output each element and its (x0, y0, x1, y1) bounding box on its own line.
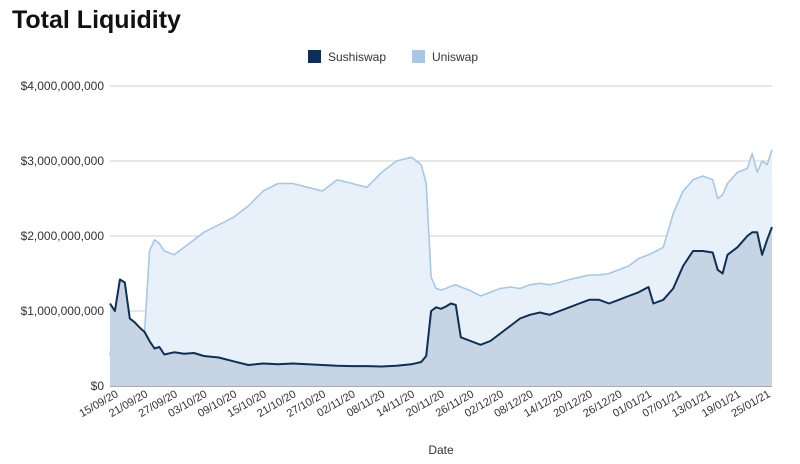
area-fill-sushiswap (110, 227, 772, 386)
legend-swatch-sushiswap[interactable] (308, 50, 321, 63)
legend-swatch-uniswap[interactable] (412, 50, 425, 63)
x-axis-title: Date (428, 443, 454, 457)
y-tick-label: $0 (91, 379, 105, 393)
y-axis-ticks: $0 $1,000,000,000 $2,000,000,000 $3,000,000… (21, 79, 105, 393)
y-tick-label: $2,000,000,000 (21, 229, 105, 243)
series-line-sushiswap[interactable] (109, 226, 773, 368)
series-line-uniswap[interactable] (109, 149, 773, 357)
y-tick-label: $1,000,000,000 (21, 304, 105, 318)
legend: Sushiswap Uniswap (308, 50, 478, 64)
series-areas (109, 149, 773, 386)
y-tick-label: $4,000,000,000 (21, 79, 105, 93)
chart-title: Total Liquidity (12, 6, 181, 34)
y-tick-label: $3,000,000,000 (21, 154, 105, 168)
x-axis-ticks: 15/09/2021/09/2027/09/2003/10/2009/10/20… (77, 388, 772, 420)
legend-label-uniswap[interactable]: Uniswap (432, 50, 478, 64)
legend-label-sushiswap[interactable]: Sushiswap (328, 50, 386, 64)
